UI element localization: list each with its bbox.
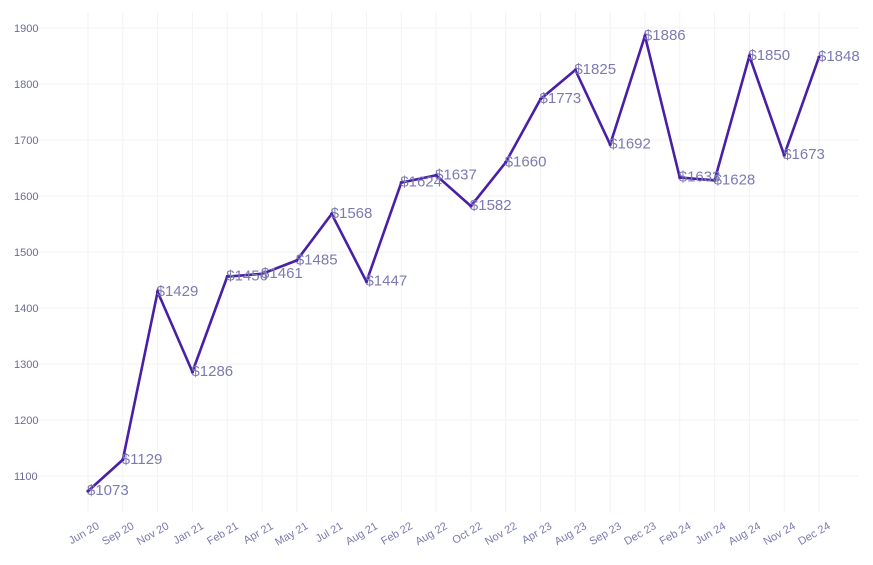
data-point xyxy=(782,153,786,157)
data-label: $1073 xyxy=(87,482,129,499)
data-point xyxy=(225,275,229,279)
data-point xyxy=(260,272,264,276)
data-point xyxy=(399,180,403,185)
data-point xyxy=(434,173,438,177)
data-label: $1429 xyxy=(157,283,199,300)
x-tick-label: Sep 20 xyxy=(100,520,136,548)
x-tick-label: Jun 24 xyxy=(693,520,728,547)
data-label: $1461 xyxy=(261,265,303,282)
data-point xyxy=(538,97,543,101)
data-label: $1637 xyxy=(435,166,477,183)
data-point xyxy=(469,204,473,208)
x-tick-label: Oct 22 xyxy=(450,520,484,547)
x-tick-label: Aug 22 xyxy=(413,520,449,548)
data-point xyxy=(573,68,577,72)
y-tick-label: 1400 xyxy=(14,303,38,315)
data-point xyxy=(678,175,682,180)
data-label: $1848 xyxy=(818,48,860,65)
y-tick-label: 1500 xyxy=(14,247,38,259)
x-tick-label: Apr 21 xyxy=(241,520,275,547)
x-tick-label: Sep 23 xyxy=(587,520,623,548)
data-label: $1886 xyxy=(644,27,686,44)
x-tick-label: Aug 21 xyxy=(344,520,380,548)
data-label: $1660 xyxy=(505,153,547,170)
y-tick-label: 1700 xyxy=(14,135,38,147)
data-point xyxy=(364,280,369,284)
data-label: $1692 xyxy=(609,135,651,152)
y-tick-label: 1200 xyxy=(14,415,38,427)
y-tick-label: 1300 xyxy=(14,359,38,371)
data-point xyxy=(86,489,90,493)
data-point xyxy=(295,258,299,262)
data-label: $1568 xyxy=(331,205,373,222)
x-tick-label: Feb 21 xyxy=(205,520,241,548)
y-tick-label: 1100 xyxy=(14,471,38,483)
data-label: $1773 xyxy=(540,90,582,107)
y-tick-label: 1800 xyxy=(14,79,38,91)
x-tick-label: Jul 21 xyxy=(314,520,345,545)
data-point xyxy=(330,212,334,216)
data-label: $1673 xyxy=(783,146,825,163)
data-point xyxy=(817,55,821,59)
data-labels: $1073 $1129 $1429 $1286 $1456$1461$1485 $1568… xyxy=(87,27,860,499)
data-label: $1825 xyxy=(574,61,616,78)
data-point xyxy=(504,160,508,164)
y-axis: 1100 1200 1300 1400 1500 1600 1700 1800 1900 xyxy=(14,23,38,483)
x-tick-label: Apr 23 xyxy=(520,520,554,547)
data-label: $1850 xyxy=(748,47,790,64)
data-point xyxy=(712,178,717,182)
data-point xyxy=(156,290,160,294)
data-label: $1582 xyxy=(470,197,512,214)
data-label: $1447 xyxy=(365,273,407,290)
x-tick-label: Dec 24 xyxy=(796,520,832,548)
data-point xyxy=(747,54,751,58)
data-point xyxy=(190,370,195,374)
data-label: $1485 xyxy=(296,251,338,268)
data-label: $1628 xyxy=(714,171,756,188)
x-tick-label: Dec 23 xyxy=(622,520,658,548)
x-tick-label: Jan 21 xyxy=(171,520,206,547)
data-label: $1129 xyxy=(122,451,163,468)
x-tick-label: Nov 22 xyxy=(483,520,519,548)
x-tick-label: May 21 xyxy=(273,520,310,548)
data-label: $1456 xyxy=(226,268,268,285)
y-tick-label: 1900 xyxy=(14,23,38,35)
x-tick-label: Feb 24 xyxy=(658,520,694,548)
x-tick-label: Aug 24 xyxy=(727,520,763,548)
x-tick-label: Nov 24 xyxy=(762,520,798,548)
grid xyxy=(36,12,858,512)
data-label: $1633 xyxy=(679,169,721,186)
series-line xyxy=(87,31,821,493)
x-tick-label: Feb 22 xyxy=(379,520,415,548)
data-label: $1286 xyxy=(191,363,233,380)
x-tick-label: Nov 20 xyxy=(135,520,171,548)
y-tick-label: 1600 xyxy=(14,191,38,203)
x-tick-label: Jun 20 xyxy=(67,520,102,547)
data-label: $1624 xyxy=(400,174,442,191)
x-tick-label: Aug 23 xyxy=(553,520,589,548)
data-point xyxy=(608,142,612,147)
series-group xyxy=(86,31,821,493)
data-point xyxy=(643,34,647,38)
data-point xyxy=(121,458,125,462)
